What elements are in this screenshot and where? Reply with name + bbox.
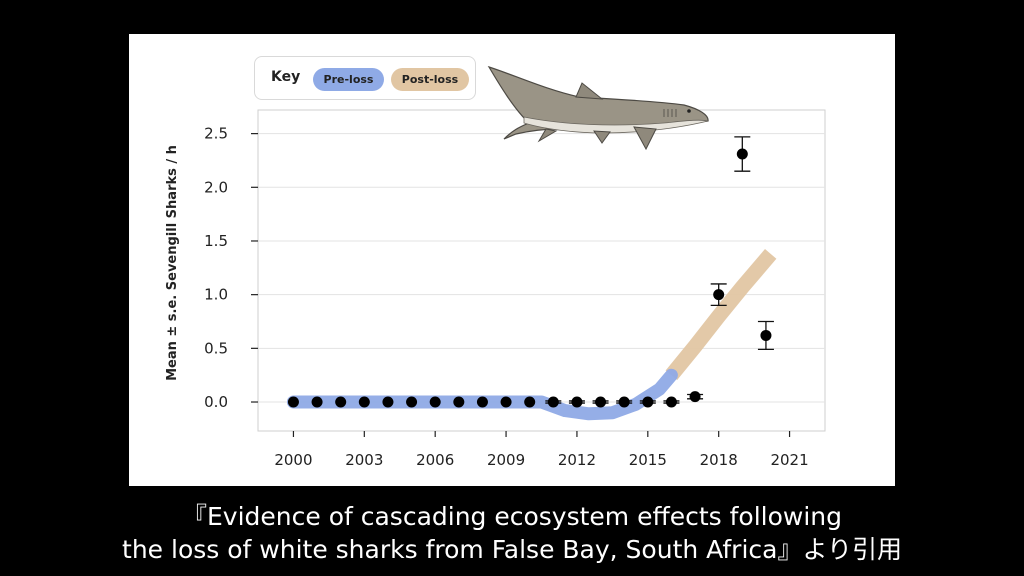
data-point [663, 396, 680, 408]
chart-panel: 2000 2003 2006 2009 2012 2015 2018 2021 0.0 0.5 1… [129, 34, 895, 486]
point-marker [665, 396, 677, 408]
point-marker [406, 396, 418, 408]
data-point [687, 391, 704, 403]
legend: Key Pre-loss Post-loss [254, 56, 476, 100]
point-marker [689, 391, 701, 403]
chart: 2000 2003 2006 2009 2012 2015 2018 2021 0.0 0.5 1… [165, 65, 826, 469]
data-point [545, 396, 562, 408]
x-tick-label: 2000 [274, 451, 312, 469]
data-point [616, 396, 633, 408]
point-marker [547, 396, 559, 408]
x-tick-label: 2018 [700, 451, 738, 469]
data-point [358, 396, 370, 408]
caption-line-2: the loss of white sharks from False Bay,… [122, 535, 902, 564]
y-tick-label: 2.0 [204, 178, 228, 196]
data-point [639, 396, 656, 408]
data-point [568, 396, 585, 408]
legend-title: Key [271, 69, 301, 85]
point-marker [287, 396, 299, 408]
x-tick-label: 2006 [416, 451, 454, 469]
y-tick-label: 0.5 [204, 339, 228, 357]
point-marker [618, 396, 630, 408]
point-marker [358, 396, 370, 408]
point-marker [571, 396, 583, 408]
x-tick-label: 2009 [487, 451, 525, 469]
x-tick-label: 2021 [770, 451, 808, 469]
plot-area [257, 109, 826, 432]
point-marker [524, 396, 536, 408]
data-point [524, 396, 536, 408]
data-point [453, 396, 465, 408]
point-marker [642, 396, 654, 408]
x-tick-label: 2003 [345, 451, 383, 469]
data-point [500, 396, 512, 408]
y-tick-label: 1.0 [204, 286, 228, 304]
data-point [311, 396, 323, 408]
point-marker [736, 148, 748, 160]
point-marker [476, 396, 488, 408]
x-tick-label: 2012 [558, 451, 596, 469]
data-point [592, 396, 609, 408]
point-marker [760, 329, 772, 341]
data-point [406, 396, 418, 408]
point-marker [429, 396, 441, 408]
point-marker [713, 289, 725, 301]
x-tick-label: 2015 [629, 451, 667, 469]
point-marker [382, 396, 394, 408]
trend-post-loss [665, 249, 777, 380]
caption-line-1: 『Evidence of cascading ecosystem effects… [181, 502, 843, 531]
data-point [734, 136, 751, 172]
data-point [429, 396, 441, 408]
point-marker [453, 396, 465, 408]
legend-pre-loss: Pre-loss [313, 68, 384, 91]
point-marker [500, 396, 512, 408]
data-point [710, 283, 727, 307]
data-point [382, 396, 394, 408]
data-point [287, 396, 299, 408]
data-point [757, 320, 774, 351]
legend-post-loss: Post-loss [391, 68, 469, 91]
point-marker [311, 396, 323, 408]
data-point [335, 396, 347, 408]
y-tick-label: 0.0 [204, 393, 228, 411]
y-tick-label: 1.5 [204, 232, 228, 250]
sevengill-shark-icon [487, 65, 709, 151]
data-point [476, 396, 488, 408]
y-tick-label: 2.5 [204, 125, 228, 143]
y-axis-label: Mean ± s.e. Sevengill Sharks / h [165, 145, 180, 381]
point-marker [335, 396, 347, 408]
point-marker [595, 396, 607, 408]
caption: 『Evidence of cascading ecosystem effects… [0, 500, 1024, 566]
